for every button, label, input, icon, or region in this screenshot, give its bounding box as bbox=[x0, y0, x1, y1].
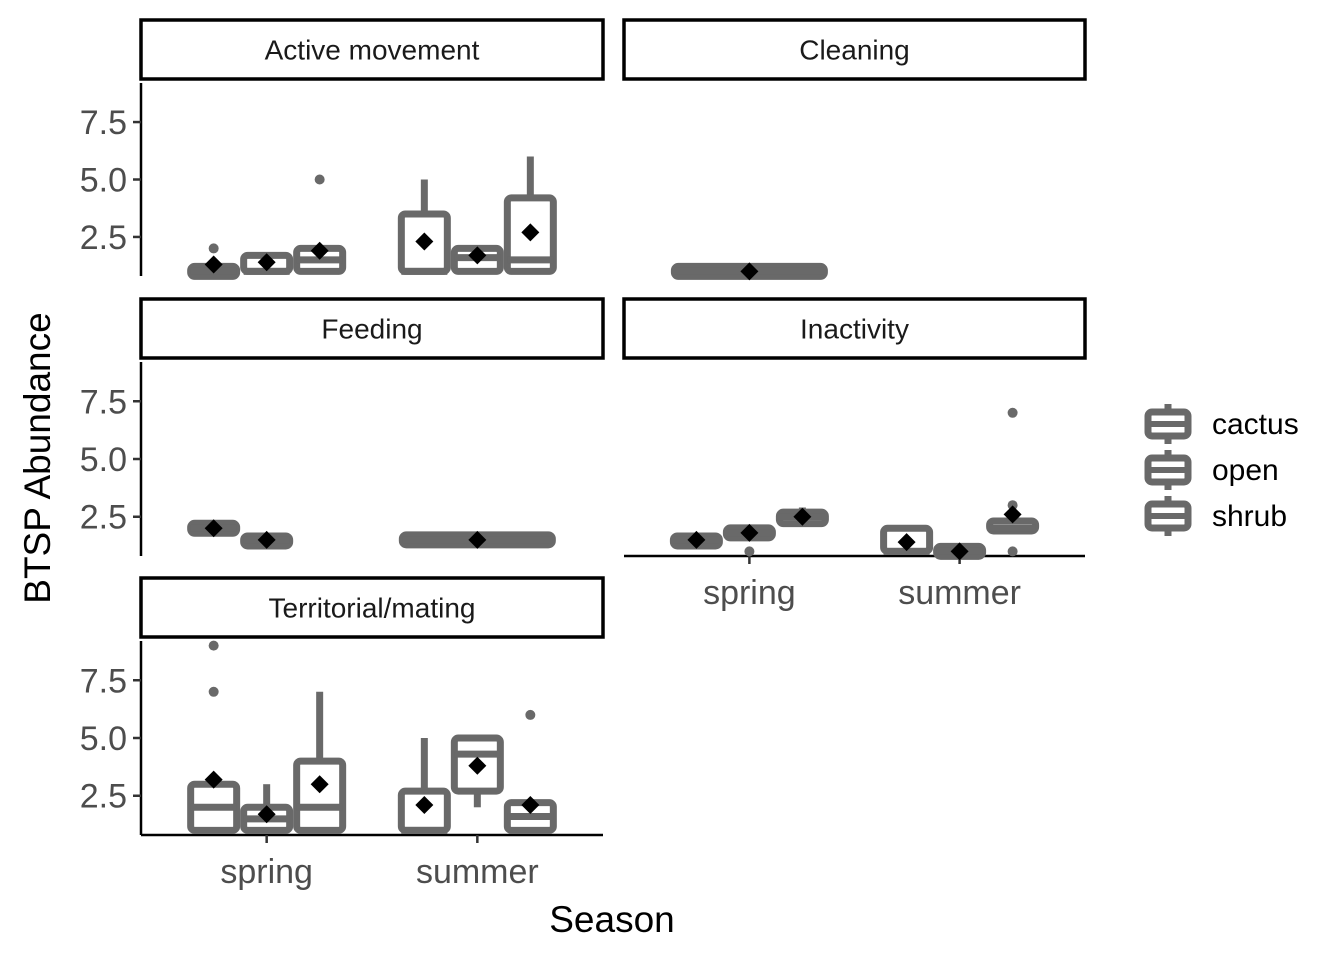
box-spring-open bbox=[722, 523, 776, 557]
mean-marker bbox=[687, 530, 706, 549]
outlier-point bbox=[1007, 407, 1018, 418]
legend-item-shrub: shrub bbox=[1144, 496, 1287, 536]
facet-strip bbox=[139, 18, 605, 81]
facet-strip bbox=[139, 576, 605, 639]
outlier-point bbox=[208, 243, 219, 254]
mean-marker bbox=[415, 232, 434, 251]
box-spring-cactus bbox=[187, 243, 241, 280]
y-tick-label: 2.5 bbox=[80, 499, 127, 537]
x-tick-label: summer bbox=[898, 574, 1021, 612]
box-spring-open bbox=[240, 530, 294, 550]
box-summer-shrub bbox=[986, 407, 1040, 557]
legend-item-cactus: cactus bbox=[1144, 404, 1299, 444]
facet-strip-title: Inactivity bbox=[800, 314, 909, 345]
y-tick-label: 7.5 bbox=[80, 383, 127, 421]
box-summer-shrub bbox=[503, 709, 557, 834]
outlier-point bbox=[208, 686, 219, 697]
legend-label: shrub bbox=[1212, 500, 1287, 533]
facet-strip bbox=[139, 297, 605, 360]
y-tick-label: 2.5 bbox=[80, 219, 127, 257]
mean-marker bbox=[257, 530, 276, 549]
legend-item-open: open bbox=[1144, 450, 1279, 490]
mean-marker bbox=[521, 223, 540, 242]
x-axis-title: Season bbox=[549, 899, 675, 940]
y-tick-label: 7.5 bbox=[80, 104, 127, 142]
facet-panel: Cleaning bbox=[622, 18, 1087, 281]
mean-marker bbox=[468, 246, 487, 265]
outlier-point bbox=[208, 640, 219, 651]
outlier-point bbox=[314, 174, 325, 185]
mean-marker bbox=[897, 533, 916, 552]
facet-panel: Active movement 2.5 5.0 7.5 bbox=[80, 18, 605, 280]
y-tick-label: 7.5 bbox=[80, 662, 127, 700]
facet-strip-title: Territorial/mating bbox=[269, 593, 476, 624]
mean-marker bbox=[793, 507, 812, 526]
legend-label: open bbox=[1212, 454, 1279, 487]
outlier-point bbox=[525, 709, 536, 720]
mean-marker bbox=[310, 241, 329, 260]
box-summer-open bbox=[450, 734, 504, 808]
legend: cactus open shrub bbox=[1144, 404, 1299, 536]
box-spring-shrub bbox=[293, 691, 347, 834]
facet-panel: Inactivity spring summer bbox=[622, 297, 1087, 612]
y-tick-label: 5.0 bbox=[80, 720, 127, 758]
facet-panel: Territorial/mating 2.5 5.0 7.5 spring summer bbox=[80, 576, 605, 891]
box-summer-shrub bbox=[503, 156, 557, 275]
mean-marker bbox=[950, 542, 969, 561]
facet-strip bbox=[622, 18, 1087, 81]
box-summer-open bbox=[450, 244, 504, 275]
mean-marker bbox=[740, 262, 759, 281]
mean-marker bbox=[257, 805, 276, 824]
mean-marker bbox=[204, 255, 223, 274]
panels-layer: Active movement 2.5 5.0 7.5 Cleaning Feeding 2… bbox=[80, 18, 1087, 891]
box-spring-all bbox=[670, 262, 828, 281]
facet-strip-title: Feeding bbox=[321, 314, 422, 345]
outlier-point bbox=[1007, 500, 1018, 511]
legend-label: cactus bbox=[1212, 408, 1299, 441]
y-tick-label: 2.5 bbox=[80, 778, 127, 816]
box-summer-all bbox=[398, 530, 556, 549]
box-spring-open bbox=[240, 251, 294, 275]
box-rect bbox=[293, 757, 347, 834]
mean-marker bbox=[204, 770, 223, 789]
box-spring-shrub bbox=[293, 174, 347, 275]
facet-strip bbox=[622, 297, 1087, 360]
y-axis-title: BTSP Abundance bbox=[17, 312, 58, 603]
y-tick-label: 5.0 bbox=[80, 441, 127, 479]
box-spring-cactus bbox=[669, 530, 723, 550]
mean-marker bbox=[415, 795, 434, 814]
box-spring-shrub bbox=[775, 507, 829, 528]
x-tick-label: spring bbox=[703, 574, 796, 612]
facet-strip-title: Active movement bbox=[265, 35, 480, 66]
mean-marker bbox=[310, 775, 329, 794]
mean-marker bbox=[257, 253, 276, 272]
y-tick-label: 5.0 bbox=[80, 162, 127, 200]
mean-marker bbox=[468, 756, 487, 775]
mean-marker bbox=[740, 523, 759, 542]
box-summer-open bbox=[933, 542, 987, 561]
box-spring-cactus bbox=[187, 640, 241, 834]
x-tick-label: spring bbox=[220, 853, 313, 891]
mean-marker bbox=[468, 530, 487, 549]
outlier-point bbox=[744, 546, 755, 557]
box-summer-cactus bbox=[880, 524, 934, 555]
box-summer-cactus bbox=[397, 179, 451, 275]
x-tick-label: summer bbox=[416, 853, 539, 891]
box-spring-open bbox=[240, 784, 294, 834]
facet-panel: Feeding 2.5 5.0 7.5 bbox=[80, 297, 605, 556]
box-summer-cactus bbox=[397, 738, 451, 834]
box-spring-cactus bbox=[187, 519, 241, 538]
mean-marker bbox=[1003, 505, 1022, 524]
outlier-point bbox=[1007, 546, 1018, 557]
mean-marker bbox=[204, 519, 223, 538]
facet-strip-title: Cleaning bbox=[799, 35, 910, 66]
mean-marker bbox=[521, 795, 540, 814]
